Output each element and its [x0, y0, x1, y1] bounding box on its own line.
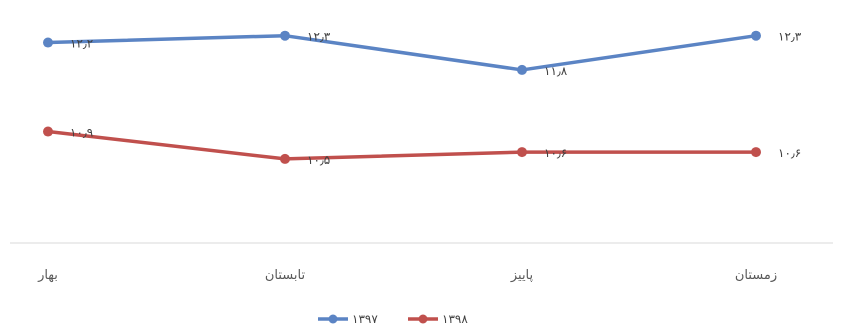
data-label-series-0-1: ۱۲٫۳	[307, 30, 331, 44]
x-tick-label-1: تابستان	[265, 268, 306, 283]
legend-swatch-marker-1	[418, 314, 428, 324]
data-label-series-0-0: ۱۲٫۲	[70, 37, 93, 51]
data-label-series-1-2: ۱۰٫۶	[544, 146, 567, 160]
legend-label-0: ۱۳۹۷	[352, 312, 378, 326]
series-0-point-2	[517, 64, 527, 75]
series-0-point-1	[280, 30, 290, 41]
series-1-point-1	[280, 153, 290, 164]
series-1-point-2	[517, 147, 527, 158]
data-label-series-0-2: ۱۱٫۸	[544, 64, 568, 78]
legend-label-1: ۱۳۹۸	[442, 312, 468, 326]
x-tick-label-2: پاییز	[510, 268, 534, 283]
series-layer	[43, 30, 761, 164]
x-tick-label-0: بهار	[37, 268, 58, 283]
series-0-point-3	[751, 30, 761, 41]
series-line-0	[46, 33, 758, 72]
x-tick-label-3: زمستان	[735, 268, 777, 283]
legend: ۱۳۹۷ ۱۳۹۸	[318, 312, 468, 326]
series-0-point-0	[43, 37, 53, 48]
x-tick-labels: بهار تابستان پاییز زمستان	[37, 268, 777, 283]
legend-swatch-marker-0	[328, 314, 338, 324]
data-label-series-1-0: ۱۰٫۹	[70, 126, 93, 140]
series-1-point-3	[751, 147, 761, 158]
data-label-series-1-3: ۱۰٫۶	[778, 146, 801, 160]
series-1-point-0	[43, 126, 53, 137]
data-label-series-1-1: ۱۰٫۵	[307, 153, 330, 167]
series-line-1	[46, 129, 758, 161]
data-label-layer: ۱۲٫۲ ۱۲٫۳ ۱۱٫۸ ۱۲٫۳ ۱۰٫۹ ۱۰٫۵ ۱۰٫۶ ۱۰٫۶	[70, 30, 802, 167]
data-label-series-0-3: ۱۲٫۳	[778, 30, 802, 44]
